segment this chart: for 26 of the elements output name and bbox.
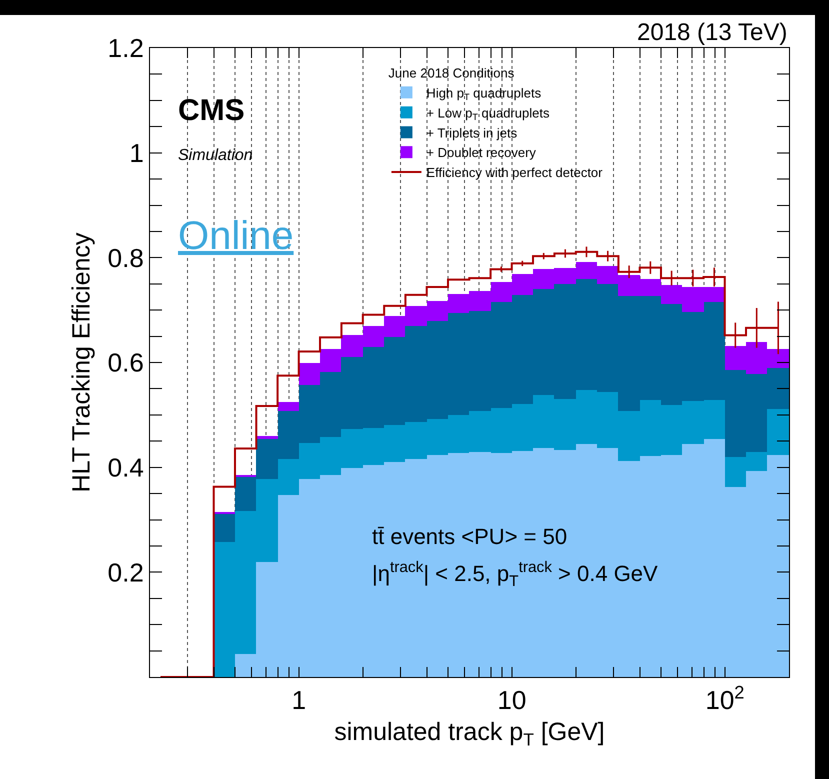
- x-tick-label: 1: [292, 685, 306, 716]
- text: 2018 (13 TeV): [637, 19, 788, 46]
- legend-label: Efficiency with perfect detector: [426, 165, 604, 180]
- annotation: Online: [178, 214, 294, 258]
- x-axis-title: simulated track p$_{T}$ [GeV]: [334, 718, 605, 750]
- legend-title: June 2018 Conditions: [388, 65, 515, 80]
- annotation: |η$^{track}$| < 2.5, p$_{T}$$^{track}$ > 0.4 GeV: [372, 559, 658, 590]
- legend-label: High p$_{T}$ quadruplets: [426, 86, 542, 102]
- annotation: tt̄ events <PU> = 50: [372, 524, 568, 549]
- x-tick-label: 10$^{2}$: [705, 682, 744, 716]
- y-axis-title: HLT Tracking Efficiency: [67, 232, 96, 492]
- y-tick-label: 0.8: [108, 242, 144, 273]
- bar: [278, 402, 299, 411]
- annotation: Simulation: [178, 147, 253, 164]
- bar: [214, 514, 235, 542]
- legend-label: + Doublet recovery: [426, 145, 536, 160]
- x-tick-label: 10: [497, 685, 526, 716]
- y-tick-label: 0.6: [108, 348, 144, 378]
- legend-label: + Triplets in jets: [426, 125, 518, 140]
- y-tick-label: 1: [129, 138, 144, 168]
- bar: [256, 436, 278, 439]
- y-tick-label: 0.4: [108, 452, 144, 482]
- legend-label: + Low p$_{T}$ quadruplets: [426, 105, 550, 122]
- annotation: CMS: [178, 94, 245, 127]
- y-tick-label: 0.2: [108, 557, 144, 588]
- y-tick-label: 1.2: [108, 33, 144, 64]
